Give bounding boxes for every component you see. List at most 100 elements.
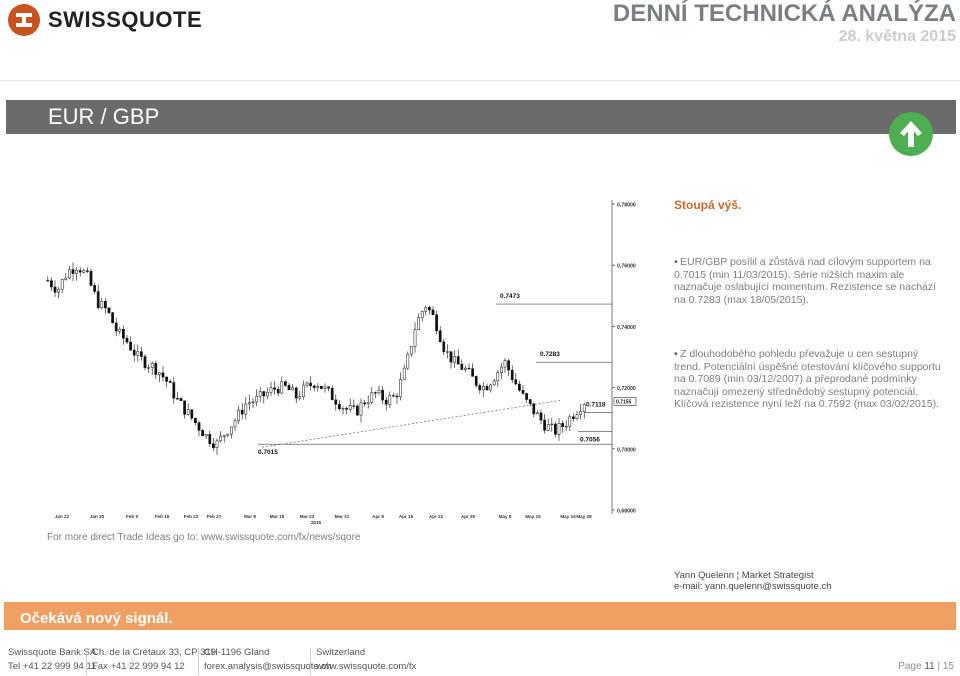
candle-body xyxy=(554,423,557,435)
candle-body xyxy=(75,270,78,274)
candle-body xyxy=(496,372,500,382)
candle-body xyxy=(251,401,255,403)
candle-body xyxy=(482,386,485,391)
y-axis-labels: 0,78000 0,76000 0,74000 0,72000 0,70000 0,680… xyxy=(612,203,636,515)
x-tick-label: Mar 23 xyxy=(300,514,315,519)
signal-bar: Očekává nový signál. xyxy=(4,602,956,630)
candle-body xyxy=(230,426,233,435)
candle-body xyxy=(118,328,122,332)
candle-body xyxy=(158,372,161,375)
candle-body xyxy=(316,385,320,388)
candle-body xyxy=(215,440,219,448)
candle-body xyxy=(456,356,460,365)
candle-body xyxy=(219,435,222,442)
candle-body xyxy=(269,387,273,393)
candle-body xyxy=(478,385,482,391)
candle-body xyxy=(514,379,518,385)
candle-body xyxy=(352,405,356,407)
footer-email-link[interactable]: forex.analysis@swissquote.ch xyxy=(204,661,332,672)
x-tick-label: Feb 22 xyxy=(184,514,199,519)
current-price-box xyxy=(613,397,637,406)
candle-body xyxy=(492,380,496,386)
candle-body xyxy=(168,381,172,383)
candle-body xyxy=(71,269,75,274)
candle-body xyxy=(474,376,478,386)
analyst-email[interactable]: e-mail: yann.quelenn@swissquote.ch xyxy=(674,581,832,592)
x-tick-label: Apr 15 xyxy=(399,514,414,519)
footer-company: Swissquote Bank SA Tel +41 22 999 94 11 xyxy=(8,646,96,674)
candle-body xyxy=(150,363,154,368)
candle-body xyxy=(298,396,302,399)
candle-body xyxy=(557,423,561,435)
candle-body xyxy=(377,389,381,394)
commentary-bullet: • EUR/GBP posílil a zůstává nad cílovým s… xyxy=(674,256,942,306)
swissquote-logo: SWISSQUOTE xyxy=(8,4,202,36)
candle-body xyxy=(568,416,572,427)
candle-body xyxy=(161,372,165,378)
x-tick-label: Apr 8 xyxy=(372,514,384,519)
x-tick-label: Apr 30 xyxy=(461,514,476,519)
x-tick-label: Mar 15 xyxy=(270,514,285,519)
candle-body xyxy=(510,369,514,380)
candle-body xyxy=(172,382,176,399)
candle-body xyxy=(266,392,269,397)
price-chart: 0,78000 0,76000 0,74000 0,72000 0,70000 0,680… xyxy=(46,200,637,525)
candle-body xyxy=(442,341,446,353)
candle-body xyxy=(449,351,453,363)
candle-body xyxy=(564,425,568,428)
candle-body xyxy=(392,395,395,397)
candle-body xyxy=(428,307,431,311)
candle-body xyxy=(122,328,125,339)
footer-web-link[interactable]: www.swissquote.com/fx xyxy=(316,661,417,672)
candle-body xyxy=(536,412,539,415)
candle-body xyxy=(417,317,420,330)
commentary-bullet: • Z dlouhodobého pohledu převažuje u cen … xyxy=(674,348,942,411)
candle-body xyxy=(136,351,140,356)
candle-body xyxy=(395,395,399,398)
candle-body xyxy=(176,398,179,400)
candle-body xyxy=(50,280,53,288)
candle-body xyxy=(370,392,374,403)
x-tick-label: Mar 8 xyxy=(244,514,256,519)
bullet-dot: • xyxy=(674,348,678,360)
candle-body xyxy=(338,404,341,410)
y-tick-label: 0,70000 xyxy=(617,447,636,453)
candle-body xyxy=(334,399,338,405)
candle-body xyxy=(500,366,503,373)
candle-body xyxy=(381,389,384,401)
candle-body xyxy=(348,405,352,410)
footer-divider xyxy=(86,648,87,674)
candle-body xyxy=(579,411,582,415)
x-year-label: 2015 xyxy=(311,520,322,525)
trade-ideas-link[interactable]: For more direct Trade Ideas go to: www.s… xyxy=(47,532,361,543)
x-tick-label: May 28 xyxy=(576,514,592,519)
x-tick-label: Jan 30 xyxy=(90,514,105,519)
candle-body xyxy=(345,408,348,410)
candle-body xyxy=(82,270,86,273)
x-tick-label: Feb 27 xyxy=(207,514,222,519)
document-date: 28. května 2015 xyxy=(838,28,956,45)
candle-body xyxy=(312,385,316,388)
candle-body xyxy=(532,403,536,415)
candle-body xyxy=(323,386,327,389)
candle-body xyxy=(572,416,575,419)
candle-body xyxy=(179,398,183,402)
candle-body xyxy=(132,349,136,356)
candle-body xyxy=(320,385,323,389)
candle-body xyxy=(460,363,464,370)
candle-body xyxy=(471,368,474,377)
y-tick-label: 0,72000 xyxy=(617,386,636,392)
candle-body xyxy=(53,286,57,293)
candle-body xyxy=(114,322,118,332)
footer-line: Fax +41 22 999 94 12 xyxy=(92,661,185,672)
candle-body xyxy=(384,399,388,405)
candle-body xyxy=(363,402,366,405)
candle-body xyxy=(546,424,550,431)
candle-body xyxy=(330,387,334,401)
candle-body xyxy=(309,382,312,387)
candle-body xyxy=(399,379,402,398)
candle-body xyxy=(327,386,330,389)
candle-body xyxy=(503,360,507,368)
candle-body xyxy=(125,337,129,343)
document-title: DENNÍ TECHNICKÁ ANALÝZA xyxy=(612,0,956,27)
